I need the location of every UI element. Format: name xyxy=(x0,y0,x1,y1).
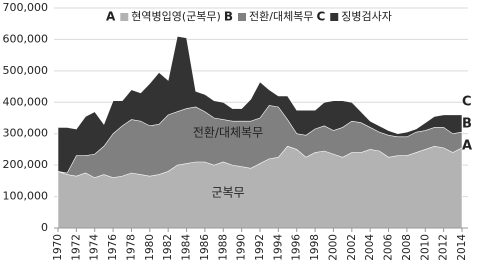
series-end-label: A xyxy=(462,138,472,153)
x-tick-label: 2008 xyxy=(401,234,413,261)
y-tick-label: 300,000 xyxy=(3,127,49,140)
legend-label: 현역병입영(군복무) xyxy=(131,10,221,23)
x-tick-label: 2000 xyxy=(327,234,339,261)
series-end-label: C xyxy=(462,94,472,109)
x-tick-label: 1998 xyxy=(309,234,321,261)
x-tick-label: 1988 xyxy=(217,234,229,261)
legend-key: B xyxy=(224,10,233,24)
area xyxy=(57,145,463,229)
legend-label: 징병검사자 xyxy=(341,10,392,23)
x-tick-label: 1982 xyxy=(162,234,174,261)
x-tick-label: 1972 xyxy=(70,234,82,261)
annotation: 전환/대체복무 xyxy=(193,126,263,140)
x-tick-label: 2010 xyxy=(419,234,431,261)
x-tick-label: 2002 xyxy=(346,234,358,261)
x-tick-label: 1976 xyxy=(107,234,119,261)
x-tick-label: 1974 xyxy=(89,234,101,261)
y-tick-label: 600,000 xyxy=(3,32,49,45)
x-tick-label: 2004 xyxy=(364,234,376,261)
legend-swatch xyxy=(330,13,339,21)
y-tick-label: 400,000 xyxy=(3,95,49,108)
y-tick-label: 700,000 xyxy=(3,1,49,14)
series-end-label: B xyxy=(462,117,472,132)
x-tick-label: 1996 xyxy=(291,234,303,261)
legend-key: A xyxy=(106,10,116,24)
annotation: 군복무 xyxy=(211,186,244,200)
y-tick-label: 500,000 xyxy=(3,64,49,77)
y-tick-label: 100,000 xyxy=(3,190,49,203)
legend-swatch xyxy=(120,13,129,21)
x-tick-label: 1990 xyxy=(236,234,248,261)
x-tick-label: 1984 xyxy=(181,234,193,261)
y-tick-label: 200,000 xyxy=(3,158,49,171)
legend-swatch xyxy=(238,13,246,21)
legend-label: 전환/대체복무 xyxy=(249,10,313,23)
x-tick-label: 2012 xyxy=(438,234,450,261)
legend-key: C xyxy=(316,10,325,24)
x-tick-label: 2006 xyxy=(383,234,395,261)
x-tick-label: 2014 xyxy=(456,234,468,261)
x-tick-label: 1992 xyxy=(254,234,266,261)
x-tick-label: 1970 xyxy=(52,234,64,261)
x-tick-label: 1978 xyxy=(125,234,137,261)
x-tick-label: 1994 xyxy=(272,234,284,261)
y-tick-label: 0 xyxy=(41,221,48,234)
x-tick-label: 1986 xyxy=(199,234,211,261)
x-tick-label: 1980 xyxy=(144,234,156,261)
